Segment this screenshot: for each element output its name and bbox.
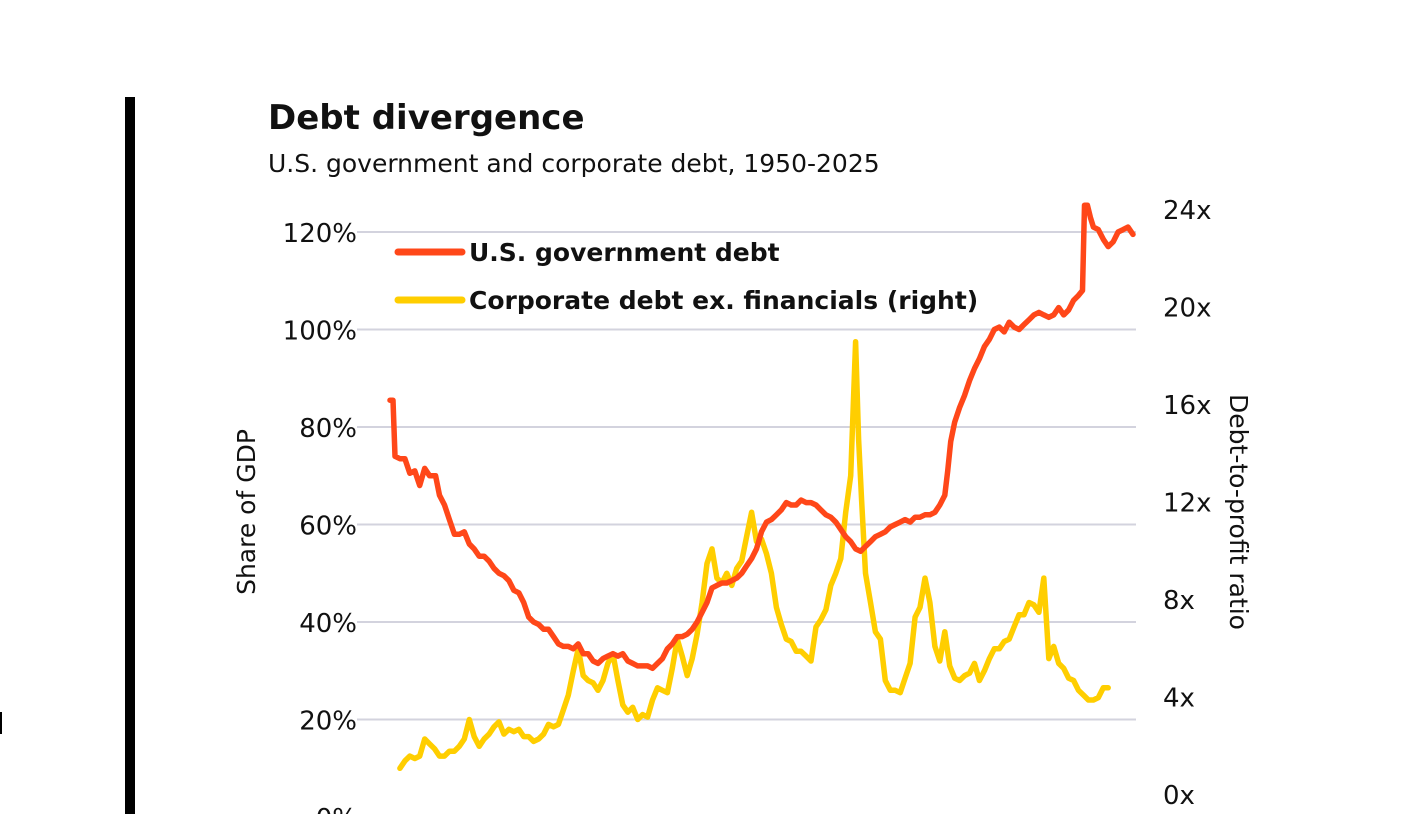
left-tick-label: 0% xyxy=(316,804,357,814)
right-axis-ticks: 0x 4x 8x 12x 16x 20x 24x xyxy=(1163,196,1211,811)
right-tick-label: 8x xyxy=(1163,586,1195,616)
right-tick-label: 0x xyxy=(1163,781,1195,811)
left-axis-ticks: 0% 20% 40% 60% 80% 100% 120% xyxy=(283,219,357,814)
right-tick-label: 24x xyxy=(1163,196,1211,226)
edge-mark xyxy=(0,712,2,734)
chart-subtitle: U.S. government and corporate debt, 1950… xyxy=(268,149,880,178)
left-tick-label: 80% xyxy=(299,414,357,444)
government-debt-line xyxy=(387,202,1136,672)
legend-label-corporate: Corporate debt ex. financials (right) xyxy=(469,286,978,315)
right-tick-label: 16x xyxy=(1163,391,1211,421)
y-axis-label-right: Debt-to-profit ratio xyxy=(1224,394,1253,630)
left-tick-label: 40% xyxy=(299,609,357,639)
sidebar-accent-bar xyxy=(125,97,135,814)
chart-title: Debt divergence xyxy=(268,98,585,138)
left-tick-label: 120% xyxy=(283,219,357,249)
left-tick-label: 60% xyxy=(299,512,357,542)
legend-label-government: U.S. government debt xyxy=(469,238,780,267)
right-tick-label: 4x xyxy=(1163,684,1195,714)
right-tick-label: 20x xyxy=(1163,294,1211,324)
right-tick-label: 12x xyxy=(1163,489,1211,519)
y-axis-label-left: Share of GDP xyxy=(232,429,261,595)
legend: U.S. government debt Corporate debt ex. … xyxy=(394,238,978,315)
left-tick-label: 20% xyxy=(299,707,357,737)
series-lines xyxy=(387,202,1136,772)
left-tick-label: 100% xyxy=(283,317,357,347)
